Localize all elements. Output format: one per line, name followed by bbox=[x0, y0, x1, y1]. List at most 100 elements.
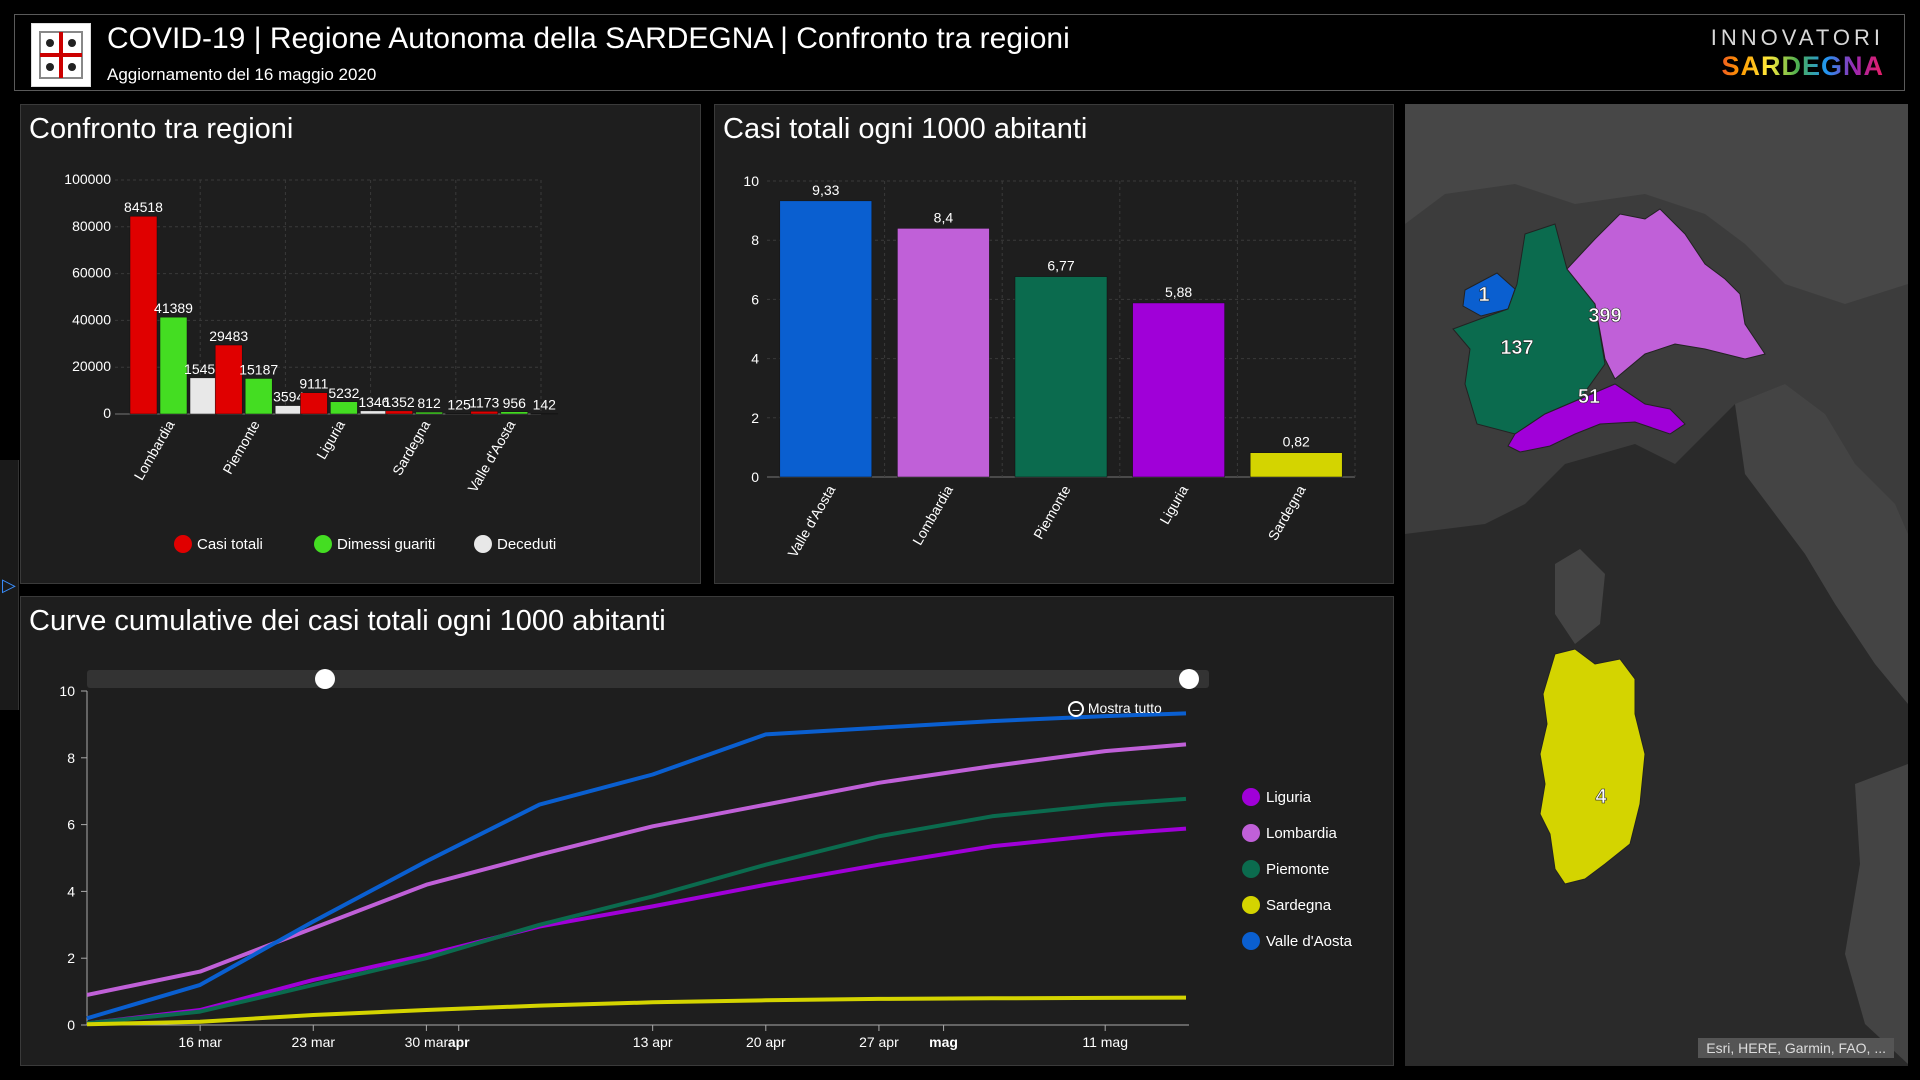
map-region-liguria[interactable] bbox=[1507, 383, 1686, 453]
line-liguria bbox=[86, 826, 1187, 1026]
legend-swatch-casi-totali bbox=[174, 535, 192, 553]
zoom-out-icon: − bbox=[1068, 701, 1084, 718]
data-label: 125 bbox=[447, 397, 471, 413]
x-tick-label: 20 apr bbox=[746, 1034, 786, 1050]
y-tick-label: 0 bbox=[103, 405, 111, 421]
legend-swatch-valle-d-aosta bbox=[1242, 932, 1260, 950]
bar-piemonte bbox=[1014, 276, 1108, 478]
data-label: 1352 bbox=[384, 394, 415, 410]
x-tick-label: 27 apr bbox=[859, 1034, 899, 1050]
legend-label-dimessi-guariti: Dimessi guariti bbox=[337, 536, 435, 553]
bar-dimessi-guariti-sardegna bbox=[415, 411, 443, 415]
legend-label-deceduti: Deceduti bbox=[497, 536, 556, 553]
map-label-liguria: 51 bbox=[1578, 386, 1600, 408]
y-tick-label: 10 bbox=[743, 173, 759, 189]
y-tick-label: 6 bbox=[751, 291, 759, 307]
bar-deceduti-liguria bbox=[360, 410, 388, 415]
chart-curve: 0 2 4 6 8 10 16 mar 23 mar 30 mar apr 13 apr 20 apr… bbox=[59, 669, 1353, 1050]
y-tick-label: 60000 bbox=[72, 265, 111, 281]
map-canvas[interactable]: 1 137 399 51 4 bbox=[1405, 104, 1908, 1066]
y-tick-label: 8 bbox=[67, 750, 75, 766]
panel-title-casi-1000: Casi totali ogni 1000 abitanti bbox=[723, 113, 1088, 145]
map-label-valle-daosta: 1 bbox=[1478, 284, 1489, 306]
line-valle-d-aosta bbox=[86, 711, 1187, 1021]
data-label: 812 bbox=[417, 395, 441, 411]
expand-arrow-icon[interactable]: ▷ bbox=[2, 575, 16, 595]
mostra-tutto-label: Mostra tutto bbox=[1087, 700, 1162, 716]
bar-casi-totali-valle-d-aosta bbox=[470, 411, 499, 415]
bar-deceduti-piemonte bbox=[274, 405, 303, 415]
chart-casi-1000: 0 2 4 6 8 10 9,33 Valle d'Aosta 8,4 Lombardia 6,77… bbox=[743, 173, 1356, 560]
x-tick-label: Sardegna bbox=[389, 417, 433, 478]
range-slider-track bbox=[87, 670, 1209, 688]
y-tick-label: 8 bbox=[751, 232, 759, 248]
x-tick-label: 13 apr bbox=[633, 1034, 673, 1050]
map-view[interactable]: 1 137 399 51 4 Esri, HERE, Garmin, FAO, … bbox=[1405, 104, 1908, 1066]
bar-valle-d-aosta bbox=[779, 200, 873, 478]
x-tick-label: Valle d'Aosta bbox=[784, 482, 838, 560]
range-slider-handle-left[interactable] bbox=[315, 669, 335, 689]
x-tick-label: 16 mar bbox=[178, 1034, 222, 1050]
legend-label-sardegna: Sardegna bbox=[1266, 897, 1332, 914]
bar-casi-totali-piemonte bbox=[214, 344, 243, 415]
bar-dimessi-guariti-piemonte bbox=[244, 378, 273, 415]
bar-sardegna bbox=[1249, 452, 1343, 478]
y-tick-label: 2 bbox=[751, 410, 759, 426]
header-bar: COVID-19 | Regione Autonoma della SARDEG… bbox=[14, 14, 1905, 91]
bar-lombardia bbox=[897, 228, 990, 478]
legend-swatch-liguria bbox=[1242, 788, 1260, 806]
legend-swatch-dimessi-guariti bbox=[314, 535, 332, 553]
update-date: Aggiornamento del 16 maggio 2020 bbox=[107, 65, 377, 84]
panel-title-confronto: Confronto tra regioni bbox=[29, 113, 294, 145]
data-label: 15187 bbox=[239, 361, 278, 377]
panel-title-curve: Curve cumulative dei casi totali ogni 10… bbox=[29, 605, 666, 637]
data-label: 84518 bbox=[124, 199, 163, 215]
panel-curve: Curve cumulative dei casi totali ogni 10… bbox=[20, 596, 1394, 1066]
mostra-tutto-button[interactable]: − Mostra tutto bbox=[1068, 700, 1162, 718]
legend-swatch-deceduti bbox=[474, 535, 492, 553]
map-attribution[interactable]: Esri, HERE, Garmin, FAO, ... bbox=[1698, 1038, 1894, 1058]
legend-label-piemonte: Piemonte bbox=[1266, 861, 1329, 878]
map-label-piemonte: 137 bbox=[1500, 337, 1533, 359]
range-slider-handle-right[interactable] bbox=[1179, 669, 1199, 689]
y-tick-label: 100000 bbox=[64, 171, 111, 187]
data-label: 3594 bbox=[273, 389, 304, 405]
x-tick-label: Liguria bbox=[313, 417, 348, 462]
y-tick-label: 4 bbox=[751, 351, 759, 367]
data-label: 29483 bbox=[209, 328, 248, 344]
legend-swatch-piemonte bbox=[1242, 860, 1260, 878]
legend-label-valle-d-aosta: Valle d'Aosta bbox=[1266, 933, 1353, 950]
bar-dimessi-guariti-valle-d-aosta bbox=[500, 411, 529, 415]
x-tick-label: Lombardia bbox=[131, 417, 178, 482]
data-label: 5,88 bbox=[1165, 284, 1192, 300]
map-region-lombardia[interactable] bbox=[1566, 208, 1766, 380]
y-tick-label: 0 bbox=[751, 469, 759, 485]
map-region-sardegna[interactable] bbox=[1539, 648, 1646, 885]
x-tick-label: Valle d'Aosta bbox=[464, 417, 518, 495]
data-label: 9,33 bbox=[812, 182, 839, 198]
x-tick-label: mag bbox=[929, 1034, 958, 1050]
panel-casi-1000: Casi totali ogni 1000 abitanti 0 2 4 6 8 10 9,… bbox=[714, 104, 1394, 584]
side-panel-tab[interactable] bbox=[0, 460, 19, 710]
y-tick-label: 10 bbox=[59, 683, 75, 699]
y-tick-label: 2 bbox=[67, 950, 75, 966]
y-tick-label: 40000 bbox=[72, 311, 111, 327]
line-sardegna bbox=[86, 995, 1187, 1027]
data-label: 5232 bbox=[328, 385, 359, 401]
data-label: 8,4 bbox=[934, 209, 954, 225]
data-label: 6,77 bbox=[1047, 258, 1074, 274]
line-piemonte bbox=[86, 796, 1187, 1026]
x-tick-label: Piemonte bbox=[1030, 482, 1074, 541]
bar-deceduti-lombardia bbox=[189, 377, 218, 415]
legend-swatch-sardegna bbox=[1242, 896, 1260, 914]
data-label: 1173 bbox=[469, 394, 499, 410]
x-tick-label: apr bbox=[448, 1034, 470, 1050]
data-label: 15450 bbox=[184, 361, 223, 377]
region-logo bbox=[31, 23, 91, 87]
brand-bottom-text: SARDEGNA bbox=[1711, 53, 1884, 80]
map-label-sardegna: 4 bbox=[1595, 786, 1607, 808]
page-title: COVID-19 | Regione Autonoma della SARDEG… bbox=[107, 22, 1070, 55]
x-tick-label: Piemonte bbox=[219, 417, 263, 476]
x-tick-label: 23 mar bbox=[291, 1034, 335, 1050]
data-label: 142 bbox=[533, 397, 557, 413]
